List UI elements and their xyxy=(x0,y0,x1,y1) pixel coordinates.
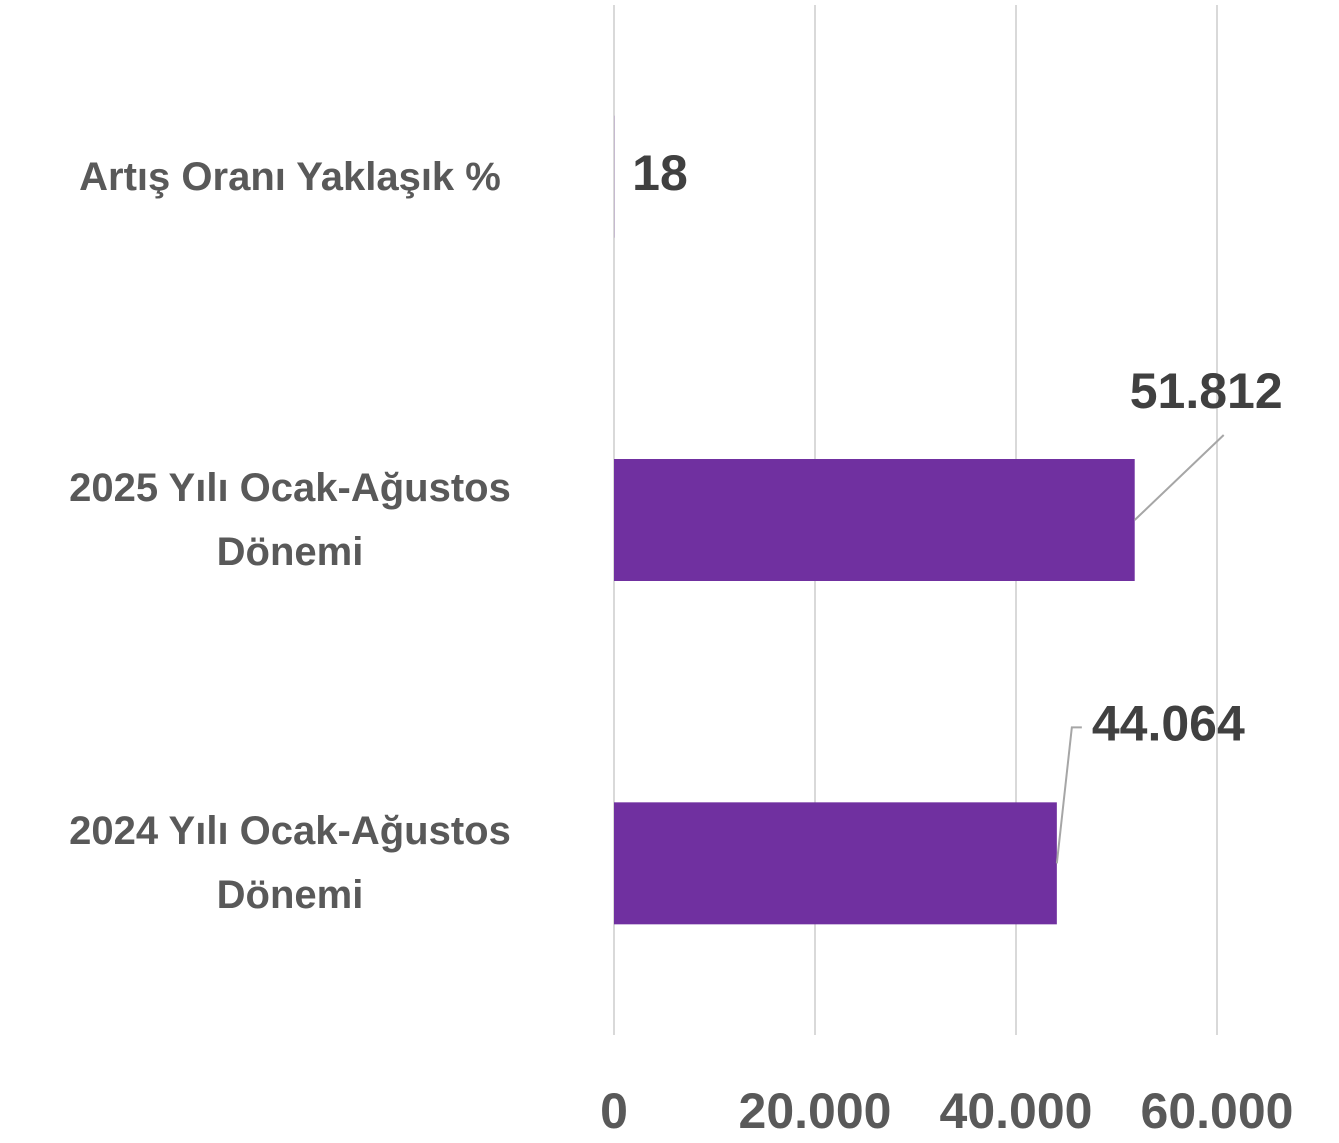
leader-line xyxy=(1055,726,1082,864)
category-label: Artış Oranı Yaklaşık % xyxy=(79,154,501,199)
bar xyxy=(614,802,1057,925)
x-tick-label: 0 xyxy=(600,1083,628,1139)
x-tick-label: 20.000 xyxy=(739,1083,892,1139)
data-label: 18 xyxy=(632,145,688,201)
category-label: 2025 Yılı Ocak-Ağustos Dönemi xyxy=(69,466,511,574)
leader-line xyxy=(1134,434,1225,521)
data-label: 51.812 xyxy=(1130,363,1283,419)
category-label: 2024 Yılı Ocak-Ağustos Dönemi xyxy=(69,809,511,918)
bar xyxy=(614,459,1135,581)
data-label: 44.064 xyxy=(1092,696,1245,752)
x-tick-label: 60.000 xyxy=(1141,1083,1294,1139)
x-tick-label: 40.000 xyxy=(940,1083,1093,1139)
